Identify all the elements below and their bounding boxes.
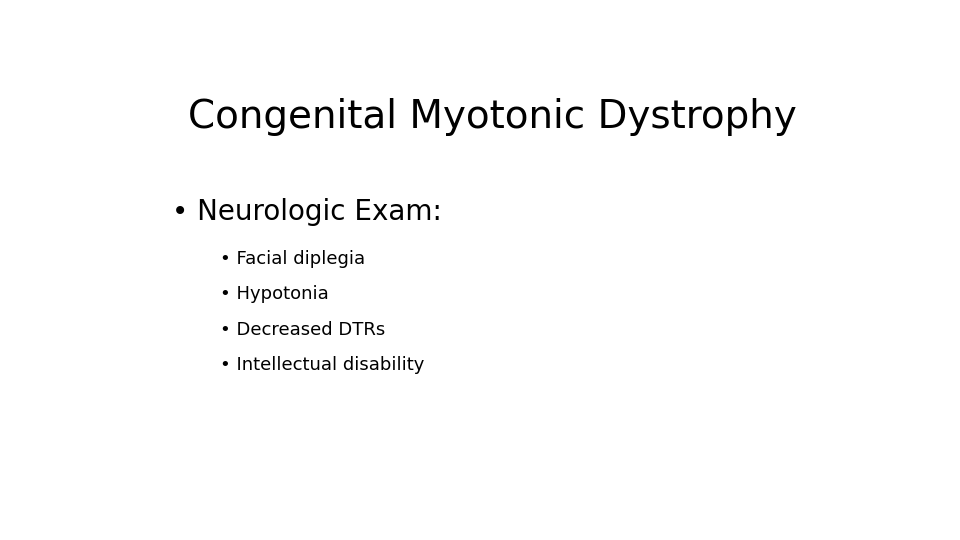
Text: Congenital Myotonic Dystrophy: Congenital Myotonic Dystrophy: [187, 98, 797, 136]
Text: • Decreased DTRs: • Decreased DTRs: [221, 321, 386, 339]
Text: • Facial diplegia: • Facial diplegia: [221, 250, 366, 268]
Text: • Neurologic Exam:: • Neurologic Exam:: [172, 198, 442, 226]
Text: • Hypotonia: • Hypotonia: [221, 285, 329, 303]
Text: • Intellectual disability: • Intellectual disability: [221, 356, 425, 374]
